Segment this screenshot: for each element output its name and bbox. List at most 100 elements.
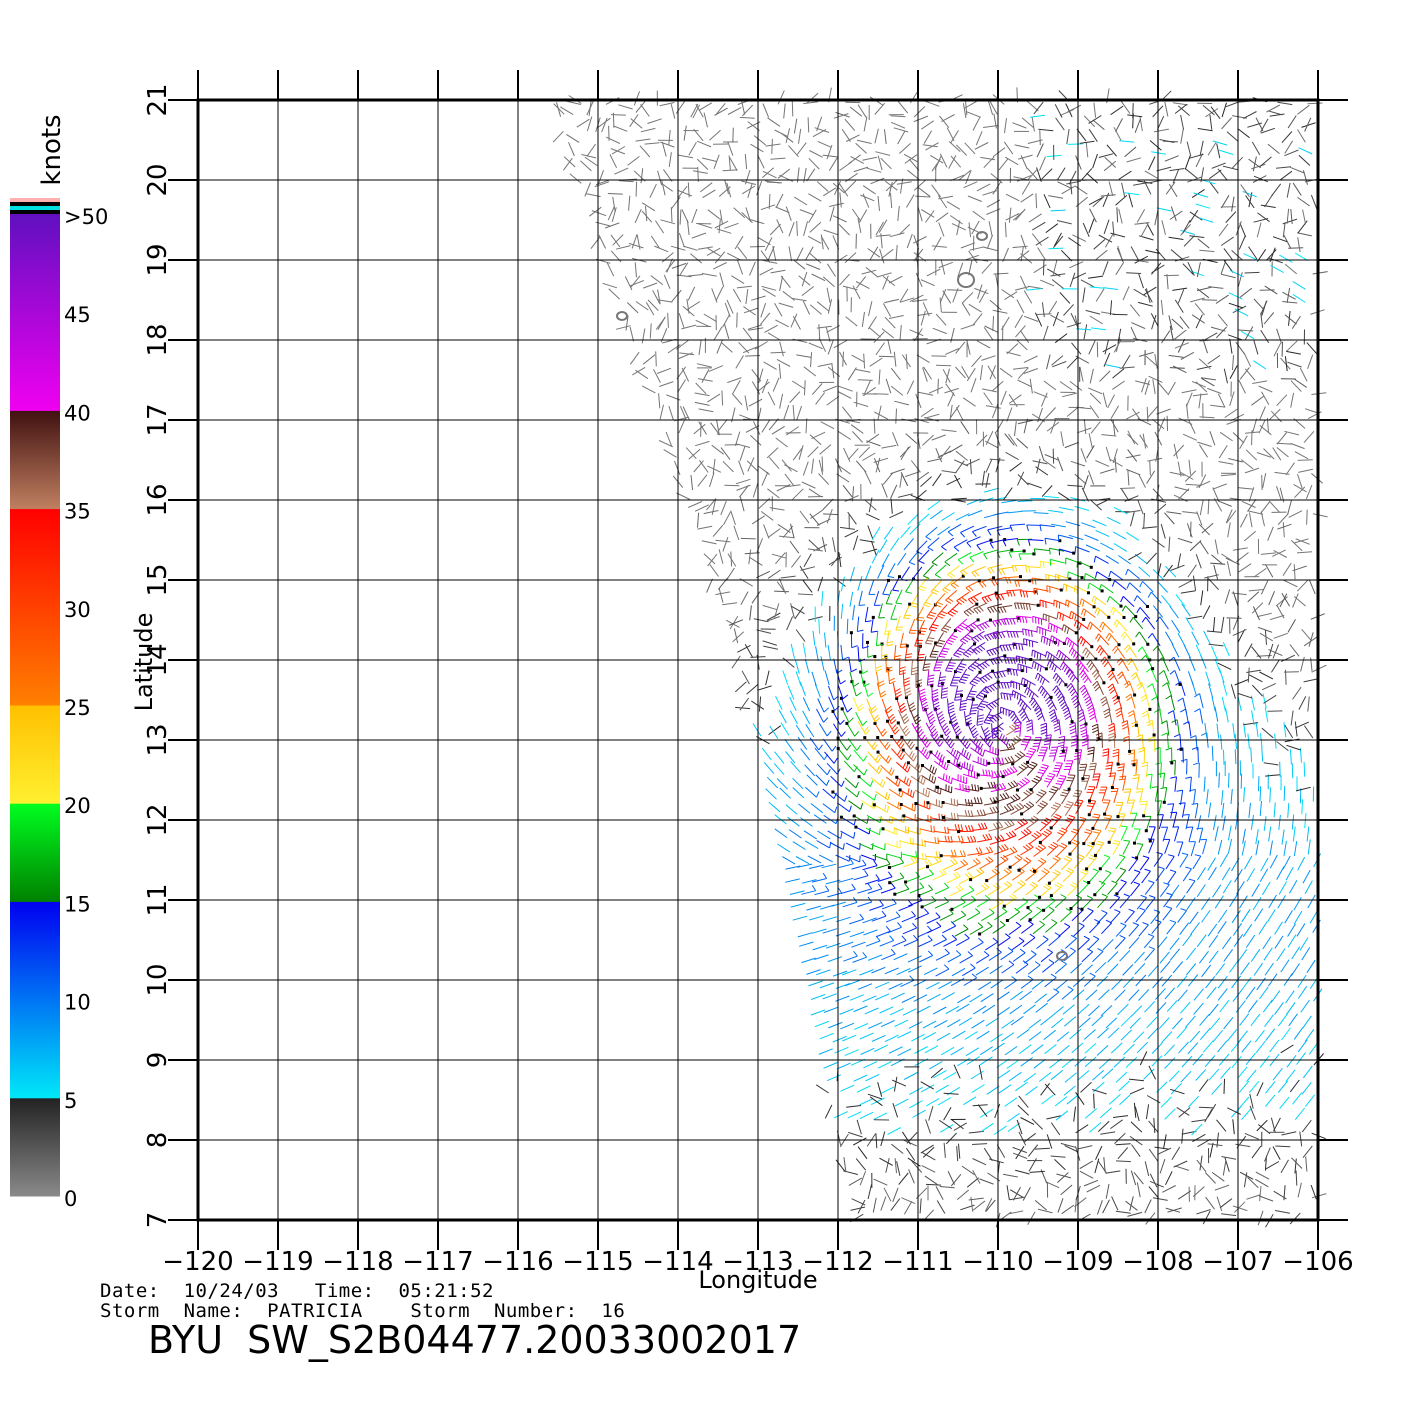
wind-barb: [1012, 691, 1026, 701]
barb-shaft: [1174, 1161, 1188, 1167]
barb-shaft: [1264, 763, 1279, 765]
wind-barb: [1252, 685, 1262, 696]
barb-shaft: [876, 931, 890, 936]
barb-shaft: [1081, 1082, 1092, 1092]
wind-barb: [1190, 1031, 1200, 1042]
rain-flag: [1088, 813, 1091, 816]
wind-barb: [981, 909, 994, 921]
barb-shaft: [807, 775, 818, 786]
barb-feather: [960, 664, 966, 666]
barb-shaft: [1123, 776, 1126, 791]
barb-shaft: [1017, 1029, 1029, 1038]
barb-shaft: [851, 942, 865, 947]
rain-flag: [1050, 894, 1053, 897]
wind-barb: [886, 912, 900, 922]
wind-barb: [1003, 894, 1017, 908]
wind-barb: [1146, 1104, 1148, 1119]
barb-shaft: [1057, 1173, 1068, 1183]
barb-shaft: [918, 735, 927, 747]
barb-shaft: [854, 876, 868, 880]
wind-barb: [1116, 1211, 1131, 1213]
barb-shaft: [1293, 1093, 1302, 1105]
wind-barb: [1265, 1015, 1274, 1027]
wind-barb: [1293, 687, 1302, 699]
wind-barb: [1285, 910, 1293, 923]
wind-barb: [791, 903, 806, 907]
wind-barb: [993, 921, 1006, 933]
barb-feather: [1074, 652, 1077, 658]
wind-barb: [1025, 687, 1039, 699]
barb-feather: [976, 858, 981, 862]
rain-flag: [1071, 720, 1074, 723]
wind-barb: [1051, 1018, 1063, 1028]
barb-shaft: [1242, 909, 1250, 922]
barb-feather: [1013, 847, 1017, 852]
wind-barb: [1020, 843, 1033, 855]
barb-shaft: [790, 697, 797, 711]
rain-flag: [985, 879, 988, 882]
barb-shaft: [1064, 1086, 1076, 1096]
barb-feather: [974, 836, 977, 842]
barb-feather: [1030, 884, 1035, 888]
wind-barb: [1313, 665, 1327, 671]
barb-shaft: [837, 1063, 851, 1069]
wind-barb: [1129, 938, 1139, 949]
barb-shaft: [957, 1190, 969, 1200]
barb-shaft: [1010, 1197, 1025, 1199]
barb-shaft: [990, 966, 1003, 974]
wind-barb: [1002, 1033, 1014, 1042]
barb-shaft: [1010, 1005, 1022, 1014]
barb-shaft: [1214, 815, 1217, 830]
barb-shaft: [1089, 922, 1100, 933]
barb-shaft: [1251, 747, 1252, 762]
barb-feather: [1067, 802, 1073, 804]
barb-feather: [964, 750, 966, 756]
barb-shaft: [796, 671, 801, 685]
barb-feather: [1026, 828, 1031, 832]
barb-feather: [1122, 721, 1128, 724]
barb-feather: [972, 974, 977, 978]
barb-feather: [980, 665, 985, 669]
wind-barb: [814, 886, 829, 895]
barb-shaft: [1264, 695, 1277, 703]
barb-shaft: [1012, 941, 1024, 950]
barb-shaft: [1165, 840, 1170, 854]
barb-feather: [1068, 686, 1072, 691]
wind-barb: [1034, 1059, 1046, 1068]
wind-barb: [1115, 990, 1126, 1001]
barb-shaft: [886, 843, 900, 848]
barb-feather: [827, 769, 830, 775]
wind-barb: [1155, 801, 1161, 816]
wind-barb: [938, 773, 952, 783]
barb-feather: [1183, 815, 1189, 816]
wind-barb: [1108, 828, 1116, 844]
barb-shaft: [944, 863, 958, 869]
barb-feather: [925, 751, 928, 757]
barb-shaft: [845, 788, 857, 797]
barb-shaft: [973, 761, 987, 766]
barb-feather: [1110, 689, 1115, 693]
wind-barb: [1149, 1149, 1158, 1161]
barb-feather: [965, 810, 967, 816]
wind-barb: [1137, 1042, 1148, 1053]
barb-shaft: [954, 1065, 960, 1079]
barb-feather: [882, 911, 886, 916]
barb-shaft: [1269, 895, 1277, 908]
barb-shaft: [878, 738, 887, 750]
wind-barb: [1049, 787, 1059, 801]
barb-feather: [1005, 822, 1009, 827]
rain-flag: [1070, 907, 1073, 910]
barb-feather: [835, 706, 840, 710]
barb-shaft: [1231, 684, 1235, 698]
wind-barb: [1025, 748, 1036, 764]
barb-shaft: [914, 995, 927, 1002]
barb-feather: [967, 763, 968, 769]
barb-feather: [1089, 711, 1094, 714]
wind-barb: [990, 1034, 1003, 1042]
wind-barb: [1165, 1109, 1176, 1120]
barb-shaft: [957, 1058, 970, 1066]
barb-shaft: [976, 967, 989, 975]
wind-barb: [1275, 1146, 1290, 1147]
wind-barb: [1166, 696, 1175, 711]
barb-shaft: [1292, 815, 1293, 830]
